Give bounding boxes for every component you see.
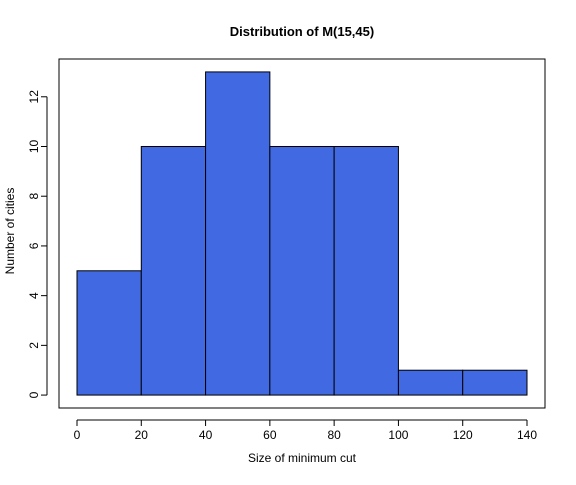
histogram-bar-0 [76,270,142,396]
x-tick-label-60: 60 [263,428,277,442]
x-tick-label-20: 20 [135,428,149,442]
histogram-bar-1 [140,145,207,396]
histogram-bar-5 [397,369,464,396]
y-tick-label-6: 6 [27,242,41,249]
y-tick-label-4: 4 [27,292,41,299]
histogram-bar-4 [333,145,399,396]
bars-layer [76,71,528,396]
x-tick-label-140: 140 [517,428,537,442]
y-tick-label-10: 10 [27,140,41,154]
x-tick-label-0: 0 [74,428,81,442]
x-axis: 0 20 40 60 80 100 120 140 [74,419,537,442]
y-tick-label-8: 8 [27,193,41,200]
y-axis-label: Number of cities [3,188,17,275]
histogram-bar-3 [269,145,335,396]
histogram-bar-6 [462,369,528,396]
x-axis-label: Size of minimum cut [248,451,357,465]
y-axis: 0 2 4 6 8 10 12 [27,90,48,398]
x-tick-label-120: 120 [453,428,473,442]
x-tick-label-80: 80 [327,428,341,442]
x-tick-label-100: 100 [388,428,408,442]
y-tick-label-12: 12 [27,90,41,104]
plot-frame [58,58,546,409]
y-tick-label-2: 2 [27,342,41,349]
y-tick-label-0: 0 [27,391,41,398]
chart-title: Distribution of M(15,45) [230,24,374,39]
x-tick-label-40: 40 [199,428,213,442]
histogram-bar-2 [205,71,271,396]
